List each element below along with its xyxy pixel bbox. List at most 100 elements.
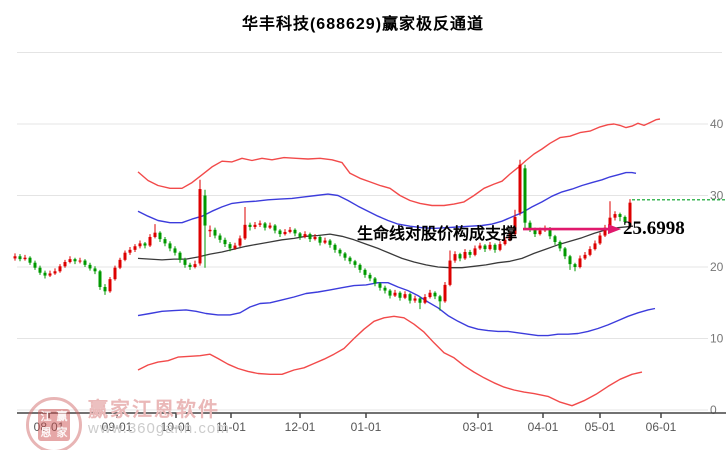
candle-up — [423, 297, 427, 303]
candle-down — [568, 256, 572, 265]
support-arrow-head — [608, 224, 621, 235]
upper_blue-band-line — [137, 171, 637, 230]
candle-up — [63, 261, 67, 267]
y-axis-label-20: 20 — [710, 260, 724, 274]
candle-up — [628, 202, 632, 227]
candle-up — [403, 294, 407, 298]
candle-up — [578, 258, 582, 267]
candle-up — [238, 238, 242, 246]
candle-down — [548, 228, 552, 237]
candle-down — [188, 264, 192, 267]
candle-down — [298, 233, 302, 237]
candle-up — [138, 243, 142, 247]
candle-down — [368, 274, 372, 279]
candle-up — [473, 248, 477, 255]
x-axis-label-06-01: 06-01 — [646, 420, 677, 434]
candle-up — [113, 267, 117, 280]
candle-down — [328, 240, 332, 245]
candle-up — [508, 234, 512, 240]
candle-down — [228, 244, 232, 249]
candle-up — [253, 224, 257, 227]
candle-up — [258, 223, 262, 225]
candle-up — [233, 245, 237, 249]
candle-up — [393, 292, 397, 296]
candle-down — [248, 224, 252, 227]
candle-down — [203, 195, 207, 226]
candle-down — [378, 283, 382, 288]
x-axis-label-04-01: 04-01 — [528, 420, 559, 434]
candle-down — [623, 216, 627, 222]
candle-down — [158, 232, 162, 240]
candle-up — [453, 254, 457, 261]
candle-down — [308, 234, 312, 240]
candle-down — [213, 229, 217, 236]
candle-up — [118, 259, 122, 268]
candle-down — [438, 296, 442, 302]
candle-up — [588, 249, 592, 255]
candle-down — [363, 269, 367, 275]
x-axis-label-01-01: 01-01 — [351, 420, 382, 434]
page-title: 华丰科技(688629)赢家极反通道 — [241, 16, 485, 33]
candle-down — [358, 264, 362, 270]
candle-up — [13, 256, 17, 259]
candle-down — [458, 254, 462, 259]
x-axis-label-11-01: 11-01 — [216, 420, 246, 434]
candle-down — [318, 236, 322, 243]
candle-down — [168, 243, 172, 249]
x-axis-label-09-01: 09-01 — [102, 420, 133, 434]
candle-up — [78, 260, 82, 262]
upper_red-band-line — [137, 118, 661, 207]
candle-down — [103, 287, 107, 292]
candle-down — [18, 256, 22, 260]
candle-up — [148, 236, 152, 246]
candle-up — [133, 246, 137, 250]
candle-down — [388, 290, 392, 296]
candle-down — [618, 214, 622, 217]
candle-up — [448, 260, 452, 285]
candle-up — [428, 292, 432, 298]
candle-down — [348, 257, 352, 262]
candle-up — [608, 217, 612, 228]
candle-down — [293, 229, 297, 234]
candle-up — [48, 273, 52, 276]
lifeline-band-line — [137, 225, 634, 269]
candle-up — [53, 271, 57, 274]
candle-down — [523, 168, 527, 223]
x-axis-label-03-01: 03-01 — [463, 420, 494, 434]
candle-up — [58, 266, 62, 272]
candle-down — [343, 253, 347, 258]
candle-down — [573, 264, 577, 267]
candle-down — [533, 229, 537, 235]
candle-up — [323, 240, 327, 243]
candle-down — [223, 239, 227, 245]
candle-up — [443, 284, 447, 302]
candle-up — [68, 259, 72, 262]
candle-down — [83, 260, 87, 265]
candle-down — [263, 223, 267, 228]
candle-up — [463, 251, 467, 259]
candle-down — [88, 264, 92, 269]
candle-down — [433, 292, 437, 297]
candle-up — [498, 244, 502, 250]
candle-down — [273, 225, 277, 231]
y-axis-label-30: 30 — [710, 189, 724, 203]
candle-up — [518, 164, 522, 213]
candle-up — [313, 236, 317, 240]
candle-down — [218, 235, 222, 240]
y-axis-label-0: 0 — [710, 403, 717, 417]
candle-up — [128, 249, 132, 253]
candle-down — [33, 262, 37, 268]
candle-down — [143, 243, 147, 246]
candle-up — [598, 235, 602, 244]
candle-down — [383, 287, 387, 291]
candle-down — [163, 239, 167, 244]
x-axis-label-05-01: 05-01 — [585, 420, 616, 434]
candle-down — [418, 298, 422, 303]
x-axis-label-12-01: 12-01 — [285, 420, 316, 434]
lower_blue-band-line — [137, 282, 656, 337]
candle-up — [583, 254, 587, 259]
candle-up — [108, 279, 112, 292]
candle-up — [513, 216, 517, 235]
